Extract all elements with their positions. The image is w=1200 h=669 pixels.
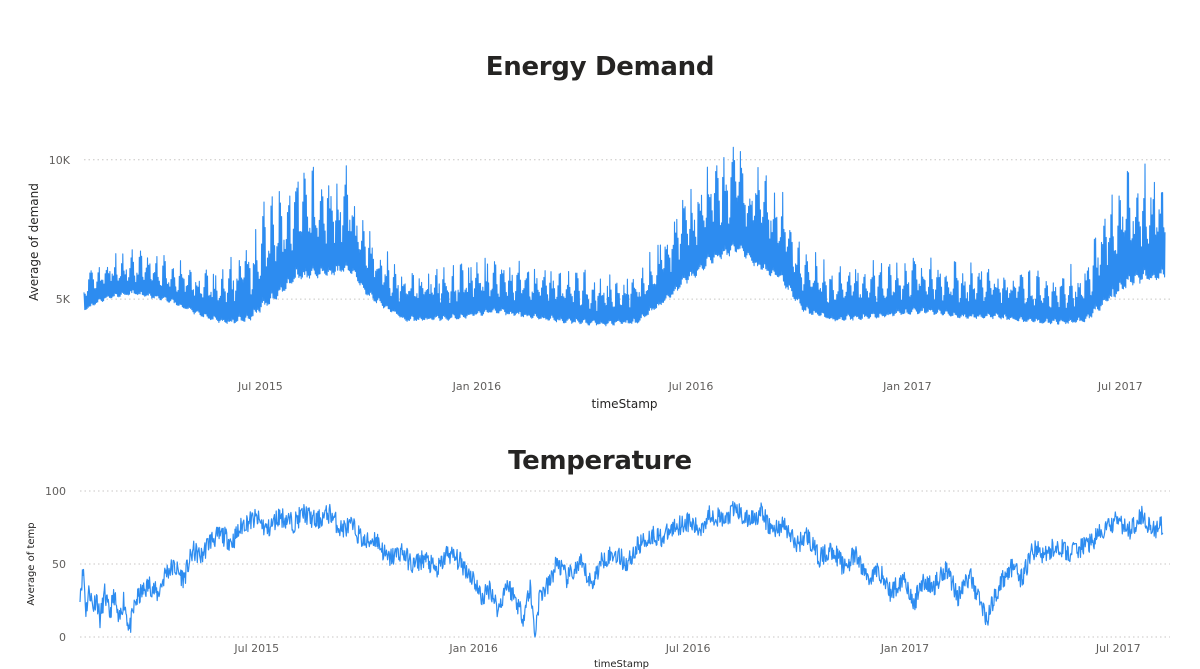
y-tick-label: 0 xyxy=(59,631,66,644)
y-tick-label: 50 xyxy=(52,558,66,571)
x-tick-label: Jul 2016 xyxy=(668,380,714,393)
x-tick-label: Jul 2016 xyxy=(665,642,711,655)
x-tick-label: Jan 2017 xyxy=(882,380,931,393)
y-tick-label: 10K xyxy=(49,154,71,167)
x-axis-title: timeStamp xyxy=(594,659,649,669)
energy-demand-plot[interactable]: 5K 10K Jul 2015 Jan 2016 Jul 2016 Jan 2017 Jul… xyxy=(0,0,1200,425)
temperature-chart: Temperature 0 50 100 Jul 2015 Jan 2016 Jul 20… xyxy=(0,432,1200,669)
temperature-plot[interactable]: 0 50 100 Jul 2015 Jan 2016 Jul 2016 Jan 2017 Ju… xyxy=(0,432,1200,669)
y-tick-label: 5K xyxy=(56,293,71,306)
energy-demand-chart: Energy Demand 5K 10K Jul 2015 Jan 2016 Jul 2… xyxy=(0,0,1200,425)
y-tick-label: 100 xyxy=(45,485,66,498)
y-axis-title: Average of temp xyxy=(26,522,37,605)
chart-title: Energy Demand xyxy=(485,52,715,82)
x-tick-label: Jul 2015 xyxy=(233,642,279,655)
temp-series-line[interactable] xyxy=(79,500,1164,638)
demand-series-line[interactable] xyxy=(83,146,1166,327)
x-axis-title: timeStamp xyxy=(591,397,657,411)
x-tick-label: Jan 2017 xyxy=(880,642,929,655)
x-tick-label: Jan 2016 xyxy=(448,642,497,655)
x-tick-label: Jul 2017 xyxy=(1097,380,1143,393)
x-tick-label: Jul 2017 xyxy=(1095,642,1141,655)
x-tick-label: Jul 2015 xyxy=(237,380,283,393)
chart-title: Temperature xyxy=(508,446,692,476)
y-axis-title: Average of demand xyxy=(27,183,41,301)
x-tick-label: Jan 2016 xyxy=(452,380,501,393)
